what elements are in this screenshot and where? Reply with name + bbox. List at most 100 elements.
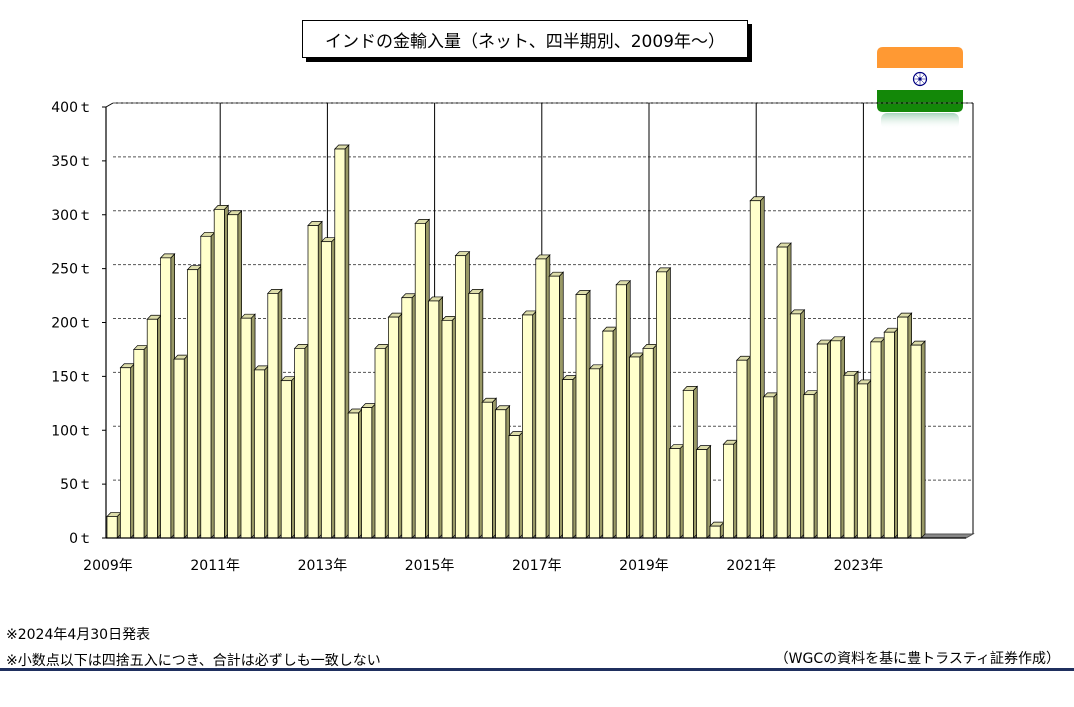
bar-front (441, 319, 453, 539)
bar (173, 354, 189, 539)
bar (856, 379, 873, 539)
bar-front (334, 148, 346, 539)
bar (186, 264, 203, 539)
bar (829, 335, 846, 539)
bar (280, 375, 297, 539)
bar-side (706, 444, 712, 539)
y-tick-label: 350ｔ (51, 154, 92, 170)
bar-front (146, 318, 158, 539)
bar-front (120, 367, 131, 539)
bar-front (615, 284, 627, 539)
india-flag-icon (877, 47, 963, 129)
bar (762, 391, 779, 539)
bar (508, 430, 524, 539)
bar-front (749, 200, 761, 539)
bar (374, 343, 390, 539)
bar-front (857, 383, 868, 539)
bar (722, 439, 739, 539)
bar-front (723, 443, 734, 539)
bar (199, 231, 216, 539)
bar-front (522, 314, 533, 539)
bar (534, 254, 551, 539)
y-tick-label: 100ｔ (51, 423, 92, 439)
y-tick-labels: 0ｔ 50ｔ 100ｔ 150ｔ 200ｔ 250ｔ 300ｔ 350ｔ 400ｔ (51, 100, 92, 547)
bar-front (213, 209, 225, 539)
bar (561, 374, 578, 539)
bar-front (347, 412, 359, 539)
axes (102, 102, 966, 539)
bar (668, 443, 685, 539)
bar-front (280, 380, 292, 539)
bar-front (589, 368, 600, 539)
bar (213, 204, 230, 539)
bar-front (321, 241, 332, 539)
bar-front (535, 258, 547, 539)
bar (843, 370, 859, 539)
bar (414, 218, 431, 539)
bar (521, 310, 538, 539)
bar (615, 279, 632, 539)
bar (333, 144, 350, 539)
bar (159, 252, 176, 539)
bar-front (428, 300, 440, 539)
bar-front (696, 449, 708, 539)
bar-front (267, 293, 279, 539)
bar-front (843, 374, 855, 539)
bar (735, 355, 752, 539)
bar (226, 209, 243, 539)
bar-front (133, 349, 145, 539)
bar (481, 397, 498, 539)
bar (240, 313, 256, 539)
bar-front (173, 358, 185, 539)
x-tick-label: 2023年 (834, 558, 884, 574)
bar (293, 343, 310, 539)
bar-front (803, 394, 815, 539)
x-tick-label: 2017年 (512, 558, 562, 574)
bar (467, 288, 484, 539)
bar (307, 220, 323, 539)
bar-front (455, 255, 466, 539)
bar-front (790, 313, 801, 539)
bar (789, 309, 806, 539)
bar-front (361, 407, 373, 539)
bar (360, 402, 377, 539)
bar (883, 327, 900, 539)
bar-front (106, 516, 118, 539)
bar-front (548, 275, 560, 539)
bar (601, 326, 618, 539)
bar-front (227, 214, 239, 539)
bar (776, 242, 792, 539)
bar-front (414, 223, 426, 539)
x-tick-label: 2019年 (619, 558, 669, 574)
bar (427, 296, 444, 539)
x-tick-label: 2013年 (298, 558, 348, 574)
footer-divider (0, 668, 1074, 671)
bar-front (910, 344, 922, 539)
bar-front (736, 359, 748, 539)
bar-front (709, 525, 721, 539)
bar-side (920, 340, 926, 539)
x-tick-label: 2021年 (726, 558, 776, 574)
bar-front (602, 330, 614, 539)
bar (548, 271, 565, 539)
bar-front (388, 316, 399, 539)
bar (588, 363, 605, 539)
x-tick-labels: 2009年 2011年 2013年 2015年 2017年 2019年 2021年 2023年 (83, 558, 883, 574)
y-tick-label: 200ｔ (51, 316, 92, 332)
bar (869, 337, 886, 539)
y-tick-label: 400ｔ (51, 100, 92, 116)
bar (816, 339, 833, 539)
bar (695, 444, 712, 539)
bar (132, 344, 149, 539)
bars (106, 144, 926, 539)
rounding-note: ※小数点以下は四捨五入につき、合計は必ずしも一致しない (6, 653, 381, 669)
bar-front (763, 396, 775, 539)
bar-front (187, 269, 198, 539)
bar (575, 289, 591, 539)
source-note: （WGCの資料を基に豊トラスティ証券作成） (774, 651, 1060, 667)
bar-front (481, 401, 493, 539)
bar-front (240, 317, 252, 539)
chart-title: インドの金輸入量（ネット、四半期別、2009年～） (302, 20, 748, 58)
bar-front (682, 390, 694, 539)
